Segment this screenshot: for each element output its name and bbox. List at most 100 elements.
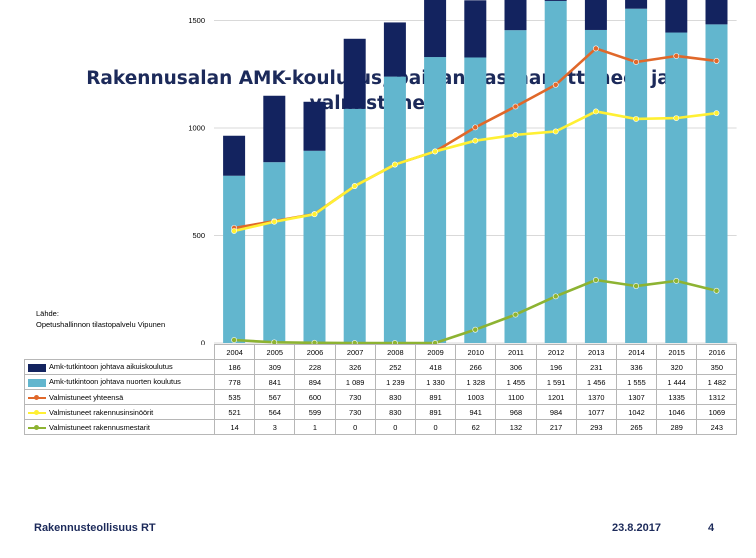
bar-youth [464, 57, 487, 343]
table-cell: 350 [696, 359, 738, 375]
table-cell: 132 [495, 419, 537, 435]
line-engineers-point [512, 131, 519, 138]
table-cell: 266 [455, 359, 497, 375]
table-cell: 841 [254, 374, 296, 390]
bar-youth [705, 24, 728, 344]
lines [231, 45, 720, 345]
table-cell: 320 [656, 359, 698, 375]
line-masters-point [713, 287, 720, 294]
x-tick-label: 2004 [213, 344, 256, 360]
footer-date: 23.8.2017 [612, 522, 661, 534]
x-tick-label: 2010 [455, 344, 497, 360]
line-masters-point [593, 277, 599, 283]
table-row: Valmistuneet yhteensä 535 567 600 730 830 891 1… [24, 389, 738, 405]
line-engineers-point [472, 137, 479, 144]
table-cell: 1370 [575, 389, 617, 405]
x-tick-label: 2006 [294, 344, 336, 360]
x-tick-label: 2011 [495, 344, 537, 360]
table-cell: 1307 [615, 389, 658, 405]
table-cell: 600 [294, 389, 336, 405]
line-engineers-point [311, 211, 318, 218]
line-masters-point [432, 340, 438, 345]
table-cell: 891 [414, 389, 457, 405]
table-cell: 830 [374, 404, 416, 420]
bar-adult [544, 0, 567, 1]
table-cell: 228 [294, 359, 336, 375]
line-total-point [713, 58, 720, 64]
line-masters-point [392, 340, 398, 345]
table-cell: 730 [334, 404, 376, 420]
bar-adult [625, 0, 648, 9]
table-cell: 1 482 [696, 374, 738, 390]
bar-adult [504, 0, 527, 31]
line-engineers-point [552, 128, 559, 135]
line-masters-point [673, 277, 680, 284]
table-cell: 3 [254, 419, 296, 435]
line-engineers-point [673, 115, 680, 122]
x-tick-label: 2009 [414, 344, 457, 360]
table-cell: 309 [254, 359, 296, 375]
legend-label: Valmistuneet yhteensä [49, 392, 124, 402]
line-total-point [512, 103, 519, 110]
table-cell: 564 [254, 404, 296, 420]
legend-label: Amk-tutkintoon johtava nuorten koulutus [49, 377, 181, 387]
x-tick-label: 2008 [374, 344, 416, 360]
table-cell: 289 [656, 419, 698, 435]
table-cell: 1 239 [374, 374, 416, 390]
table-cell: 567 [254, 389, 296, 405]
bar-adult [705, 0, 728, 25]
table-cell: 1201 [535, 389, 577, 405]
bar-adult [383, 22, 406, 77]
y-tick-label: 500 [192, 231, 205, 240]
line-masters-point [633, 283, 639, 289]
line-masters-point [231, 337, 237, 343]
table-cell: 243 [696, 419, 738, 435]
line-total-point [472, 124, 479, 131]
table-row: Amk-tutkintoon johtava nuorten koulutus 7… [24, 374, 738, 390]
table-cell: 0 [414, 419, 457, 435]
table-cell: 830 [374, 389, 416, 405]
data-table: 2004 2005 2006 2007 2008 2009 2010 2011 2012 2013… [24, 344, 738, 435]
y-axis-ticks: 0500100015002000 [188, 16, 205, 345]
table-cell: 730 [334, 389, 376, 405]
table-cell: 1003 [455, 389, 497, 405]
table-cell: 293 [575, 419, 617, 435]
line-engineers-point [391, 161, 398, 168]
bar-youth [625, 8, 648, 344]
table-cell: 1335 [656, 389, 698, 405]
line-engineers-point [271, 218, 278, 225]
footer-organization: Rakennusteollisuus RT [34, 522, 156, 534]
table-cell: 265 [615, 419, 658, 435]
table-cell: 186 [213, 359, 256, 375]
line-engineers-point [713, 110, 720, 117]
y-tick-label: 1500 [188, 16, 205, 25]
table-cell: 941 [455, 404, 497, 420]
table-cell: 1 456 [575, 374, 617, 390]
bar-adult [263, 95, 286, 163]
table-cell: 326 [334, 359, 376, 375]
line-total-point [552, 81, 559, 88]
bar-youth [665, 32, 688, 343]
line-masters-point [311, 339, 318, 345]
line-total-point [593, 45, 599, 52]
table-cell: 599 [294, 404, 336, 420]
table-cell: 1312 [696, 389, 738, 405]
table-cell: 1 555 [615, 374, 658, 390]
line-masters-point [512, 311, 519, 318]
line-masters-point [351, 340, 358, 345]
bar-youth [584, 29, 607, 344]
table-cell: 778 [213, 374, 256, 390]
legend-key [28, 363, 46, 372]
bar-youth [504, 30, 527, 344]
line-masters-point [472, 326, 479, 333]
x-tick-label: 2016 [696, 344, 738, 360]
table-cell: 418 [414, 359, 457, 375]
bar-youth [544, 0, 567, 344]
table-row: Valmistuneet rakennusmestarit 14 3 1 0 0 0 62 13… [24, 419, 738, 435]
line-total-point [633, 59, 639, 65]
table-cell: 968 [495, 404, 537, 420]
table-cell: 1077 [575, 404, 617, 420]
bar-youth [383, 76, 406, 344]
table-cell: 336 [615, 359, 658, 375]
table-cell: 521 [213, 404, 256, 420]
